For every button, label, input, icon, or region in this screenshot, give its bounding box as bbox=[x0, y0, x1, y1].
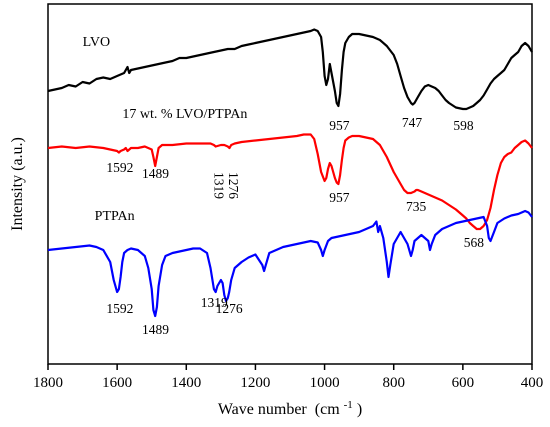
series-layer bbox=[47, 28, 533, 318]
x-tick-label: 600 bbox=[452, 375, 475, 391]
x-axis-title-main: Wave number bbox=[218, 401, 308, 418]
peak-label: 1592 bbox=[106, 301, 133, 316]
series-name-label: 17 wt. % LVO/PTPAn bbox=[122, 107, 247, 122]
x-tick-label: 1800 bbox=[33, 375, 63, 391]
series-line-ptpan bbox=[47, 209, 533, 318]
peak-label: 957 bbox=[329, 190, 350, 205]
x-axis-title: Wave number (cm -1 ) bbox=[218, 395, 362, 418]
series-labels: LVO 17 wt. % LVO/PTPAn PTPAn bbox=[83, 35, 248, 224]
y-axis-title: Intensity (a.u.) bbox=[9, 137, 26, 231]
peak-label: 747 bbox=[402, 115, 423, 130]
peak-label: 568 bbox=[464, 235, 485, 250]
x-axis-title-superscript: -1 bbox=[344, 399, 353, 411]
x-axis-title-unit: (cm bbox=[315, 401, 340, 418]
x-tick-label: 400 bbox=[521, 375, 544, 391]
plot-frame bbox=[47, 3, 533, 365]
peak-label: 1592 bbox=[106, 160, 133, 175]
peak-label: 1276 bbox=[216, 301, 243, 316]
x-tick-label: 1600 bbox=[102, 375, 132, 391]
series-name-label: PTPAn bbox=[95, 209, 135, 224]
peak-label: 1319 bbox=[201, 295, 228, 310]
series-line-composite bbox=[47, 133, 533, 231]
x-axis-ticks: 1800 1600 1400 1200 1000 800 600 400 bbox=[33, 364, 543, 391]
x-axis-title-close: ) bbox=[357, 401, 362, 418]
peak-label: 735 bbox=[406, 199, 427, 214]
peak-label: 1489 bbox=[142, 322, 169, 337]
x-tick-label: 1200 bbox=[240, 375, 270, 391]
series-line-lvo bbox=[47, 28, 533, 111]
x-tick-label: 800 bbox=[382, 375, 405, 391]
peak-label: 598 bbox=[453, 118, 474, 133]
peak-label: 957 bbox=[329, 118, 350, 133]
peak-label: 1489 bbox=[142, 166, 169, 181]
peak-label: 1276 bbox=[226, 172, 241, 199]
peak-label: 1319 bbox=[211, 172, 226, 199]
series-name-label: LVO bbox=[83, 35, 111, 50]
x-tick-label: 1400 bbox=[171, 375, 201, 391]
x-tick-label: 1000 bbox=[310, 375, 340, 391]
